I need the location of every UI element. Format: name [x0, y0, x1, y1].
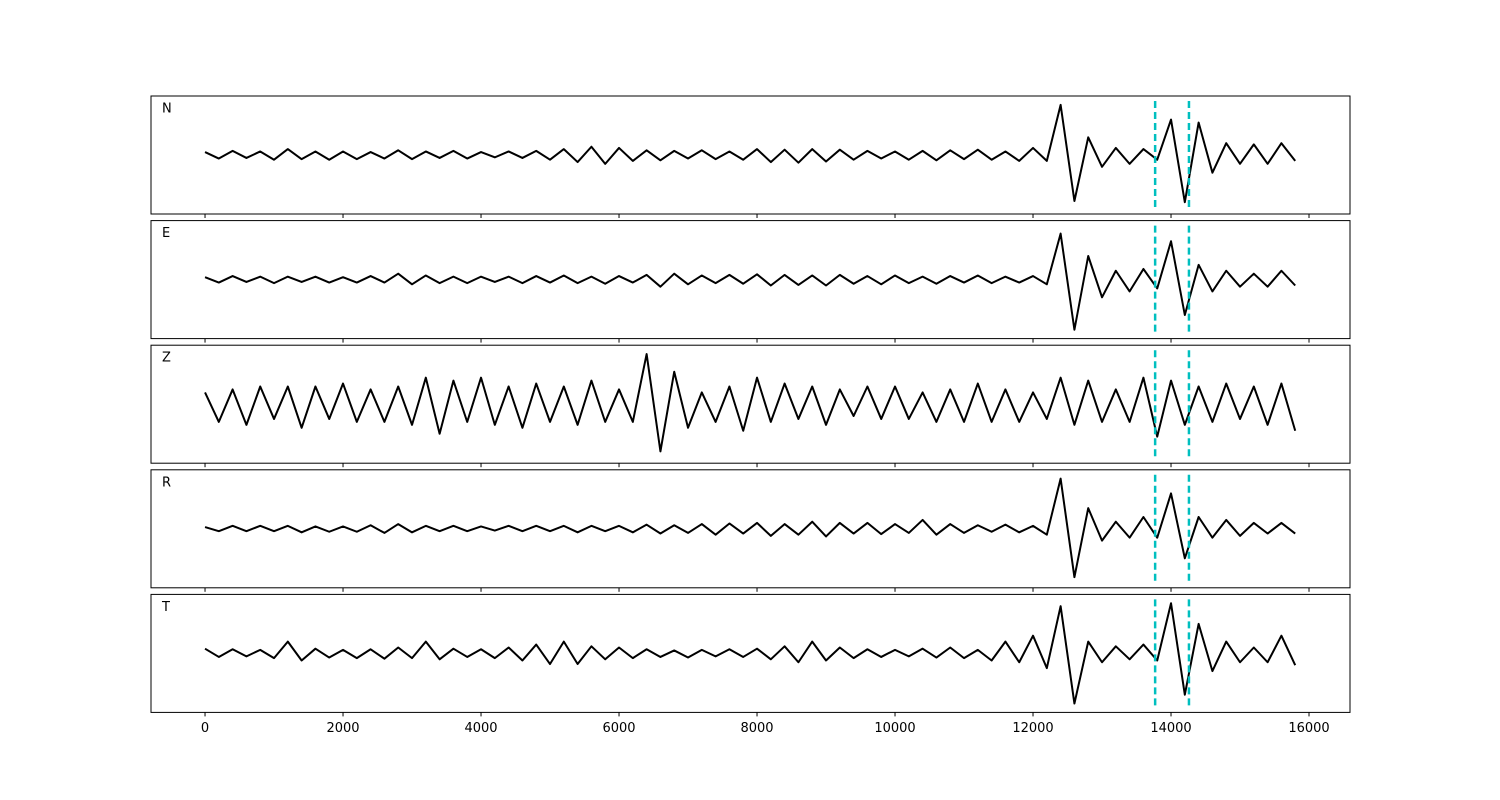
panel-frame	[150, 220, 1351, 340]
panel-label: R	[162, 475, 171, 490]
x-tick-label: 12000	[1012, 721, 1053, 736]
trace	[204, 103, 1296, 204]
panel-label: N	[162, 102, 172, 117]
x-tick-label: 2000	[326, 721, 359, 736]
x-tick-label: 10000	[874, 721, 915, 736]
panel-frame	[150, 344, 1351, 464]
panel-frame	[150, 469, 1351, 589]
panel-frame	[150, 95, 1351, 215]
x-tick-label: 6000	[602, 721, 635, 736]
panel-frame	[150, 593, 1351, 713]
x-tick-label: 4000	[464, 721, 497, 736]
trace	[204, 353, 1297, 453]
x-tick-label: 16000	[1288, 721, 1329, 736]
panel-label: T	[161, 600, 170, 615]
x-tick-label: 14000	[1150, 721, 1191, 736]
trace	[204, 477, 1296, 579]
panel-label: E	[162, 226, 170, 241]
x-tick-label: 0	[201, 721, 209, 736]
x-tick-label: 8000	[740, 721, 773, 736]
trace	[204, 232, 1296, 331]
trace	[204, 602, 1297, 705]
panel-label: Z	[162, 351, 171, 366]
